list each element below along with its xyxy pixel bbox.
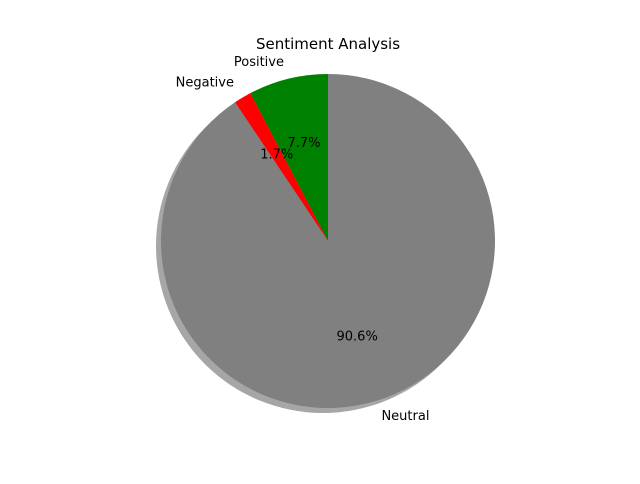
pie-slice-positive <box>250 74 328 241</box>
pie-slices <box>161 74 496 408</box>
pie-slice-negative <box>235 93 328 241</box>
chart-title: Sentiment Analysis <box>256 35 400 53</box>
pie-slice-neutral <box>161 74 496 408</box>
slice-label-negative: Negative <box>176 76 234 91</box>
pie-labels: Positive 7.7% Negative 1.7% Neutral 90.6% <box>176 55 430 424</box>
slice-label-positive: Positive <box>234 55 284 70</box>
slice-percent-positive: 7.7% <box>287 136 320 151</box>
slice-percent-neutral: 90.6% <box>337 329 378 344</box>
slice-label-neutral: Neutral <box>381 409 429 424</box>
slice-percent-negative: 1.7% <box>260 147 293 162</box>
